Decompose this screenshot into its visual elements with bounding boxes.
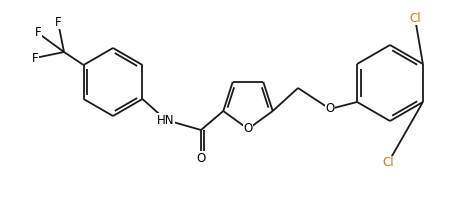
Text: F: F [55, 16, 61, 29]
Text: O: O [325, 102, 335, 115]
Text: F: F [35, 27, 41, 40]
Text: HN: HN [157, 113, 175, 126]
Text: Cl: Cl [409, 11, 421, 24]
Text: O: O [244, 122, 253, 135]
Text: F: F [32, 51, 38, 64]
Text: O: O [196, 152, 206, 164]
Text: Cl: Cl [382, 156, 394, 170]
